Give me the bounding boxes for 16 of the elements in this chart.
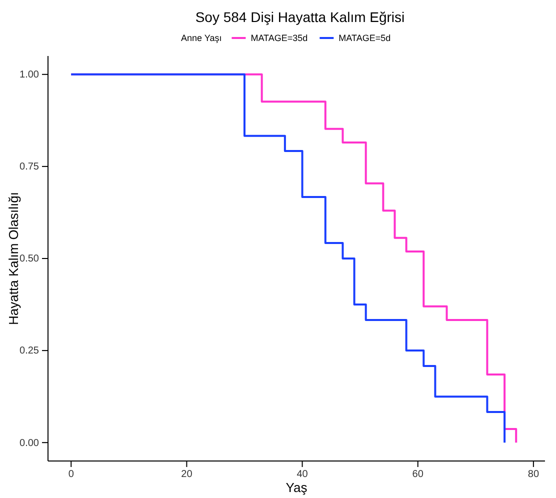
legend-label: MATAGE=35d xyxy=(250,33,308,43)
legend-title: Anne Yaşı xyxy=(181,33,222,43)
y-tick-label: 0.00 xyxy=(20,438,40,449)
x-tick-label: 80 xyxy=(528,469,540,480)
x-tick-label: 60 xyxy=(412,469,424,480)
legend-label: MATAGE=5d xyxy=(338,33,391,43)
y-tick-label: 1.00 xyxy=(20,70,40,81)
y-tick-label: 0.75 xyxy=(20,162,40,173)
x-tick-label: 0 xyxy=(68,469,74,480)
x-axis-title: Yaş xyxy=(286,480,308,495)
y-tick-label: 0.50 xyxy=(20,254,40,265)
y-axis-title: Hayatta Kalım Olasılığı xyxy=(6,192,21,325)
y-tick-label: 0.25 xyxy=(20,346,40,357)
x-tick-label: 40 xyxy=(296,469,308,480)
chart-title: Soy 584 Dişi Hayatta Kalım Eğrisi xyxy=(195,9,405,25)
x-tick-label: 20 xyxy=(181,469,193,480)
